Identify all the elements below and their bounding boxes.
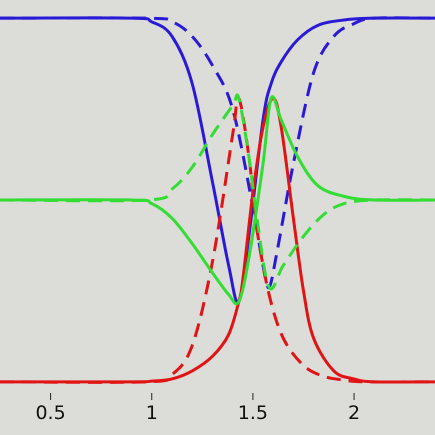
x-tick-label-3: 2 <box>348 402 360 424</box>
series-line-2-solid <box>0 96 435 384</box>
series-line-3-dashed <box>0 96 435 384</box>
x-axis: 0.5 1 1.5 2 <box>35 393 360 424</box>
x-tick-label-2: 1.5 <box>238 402 268 424</box>
x-tick-label-0: 0.5 <box>35 402 65 424</box>
series-line-4-solid <box>0 95 435 306</box>
series-line-5-dashed <box>0 93 435 291</box>
x-tick-label-1: 1 <box>146 402 158 424</box>
series-layer <box>0 16 435 384</box>
